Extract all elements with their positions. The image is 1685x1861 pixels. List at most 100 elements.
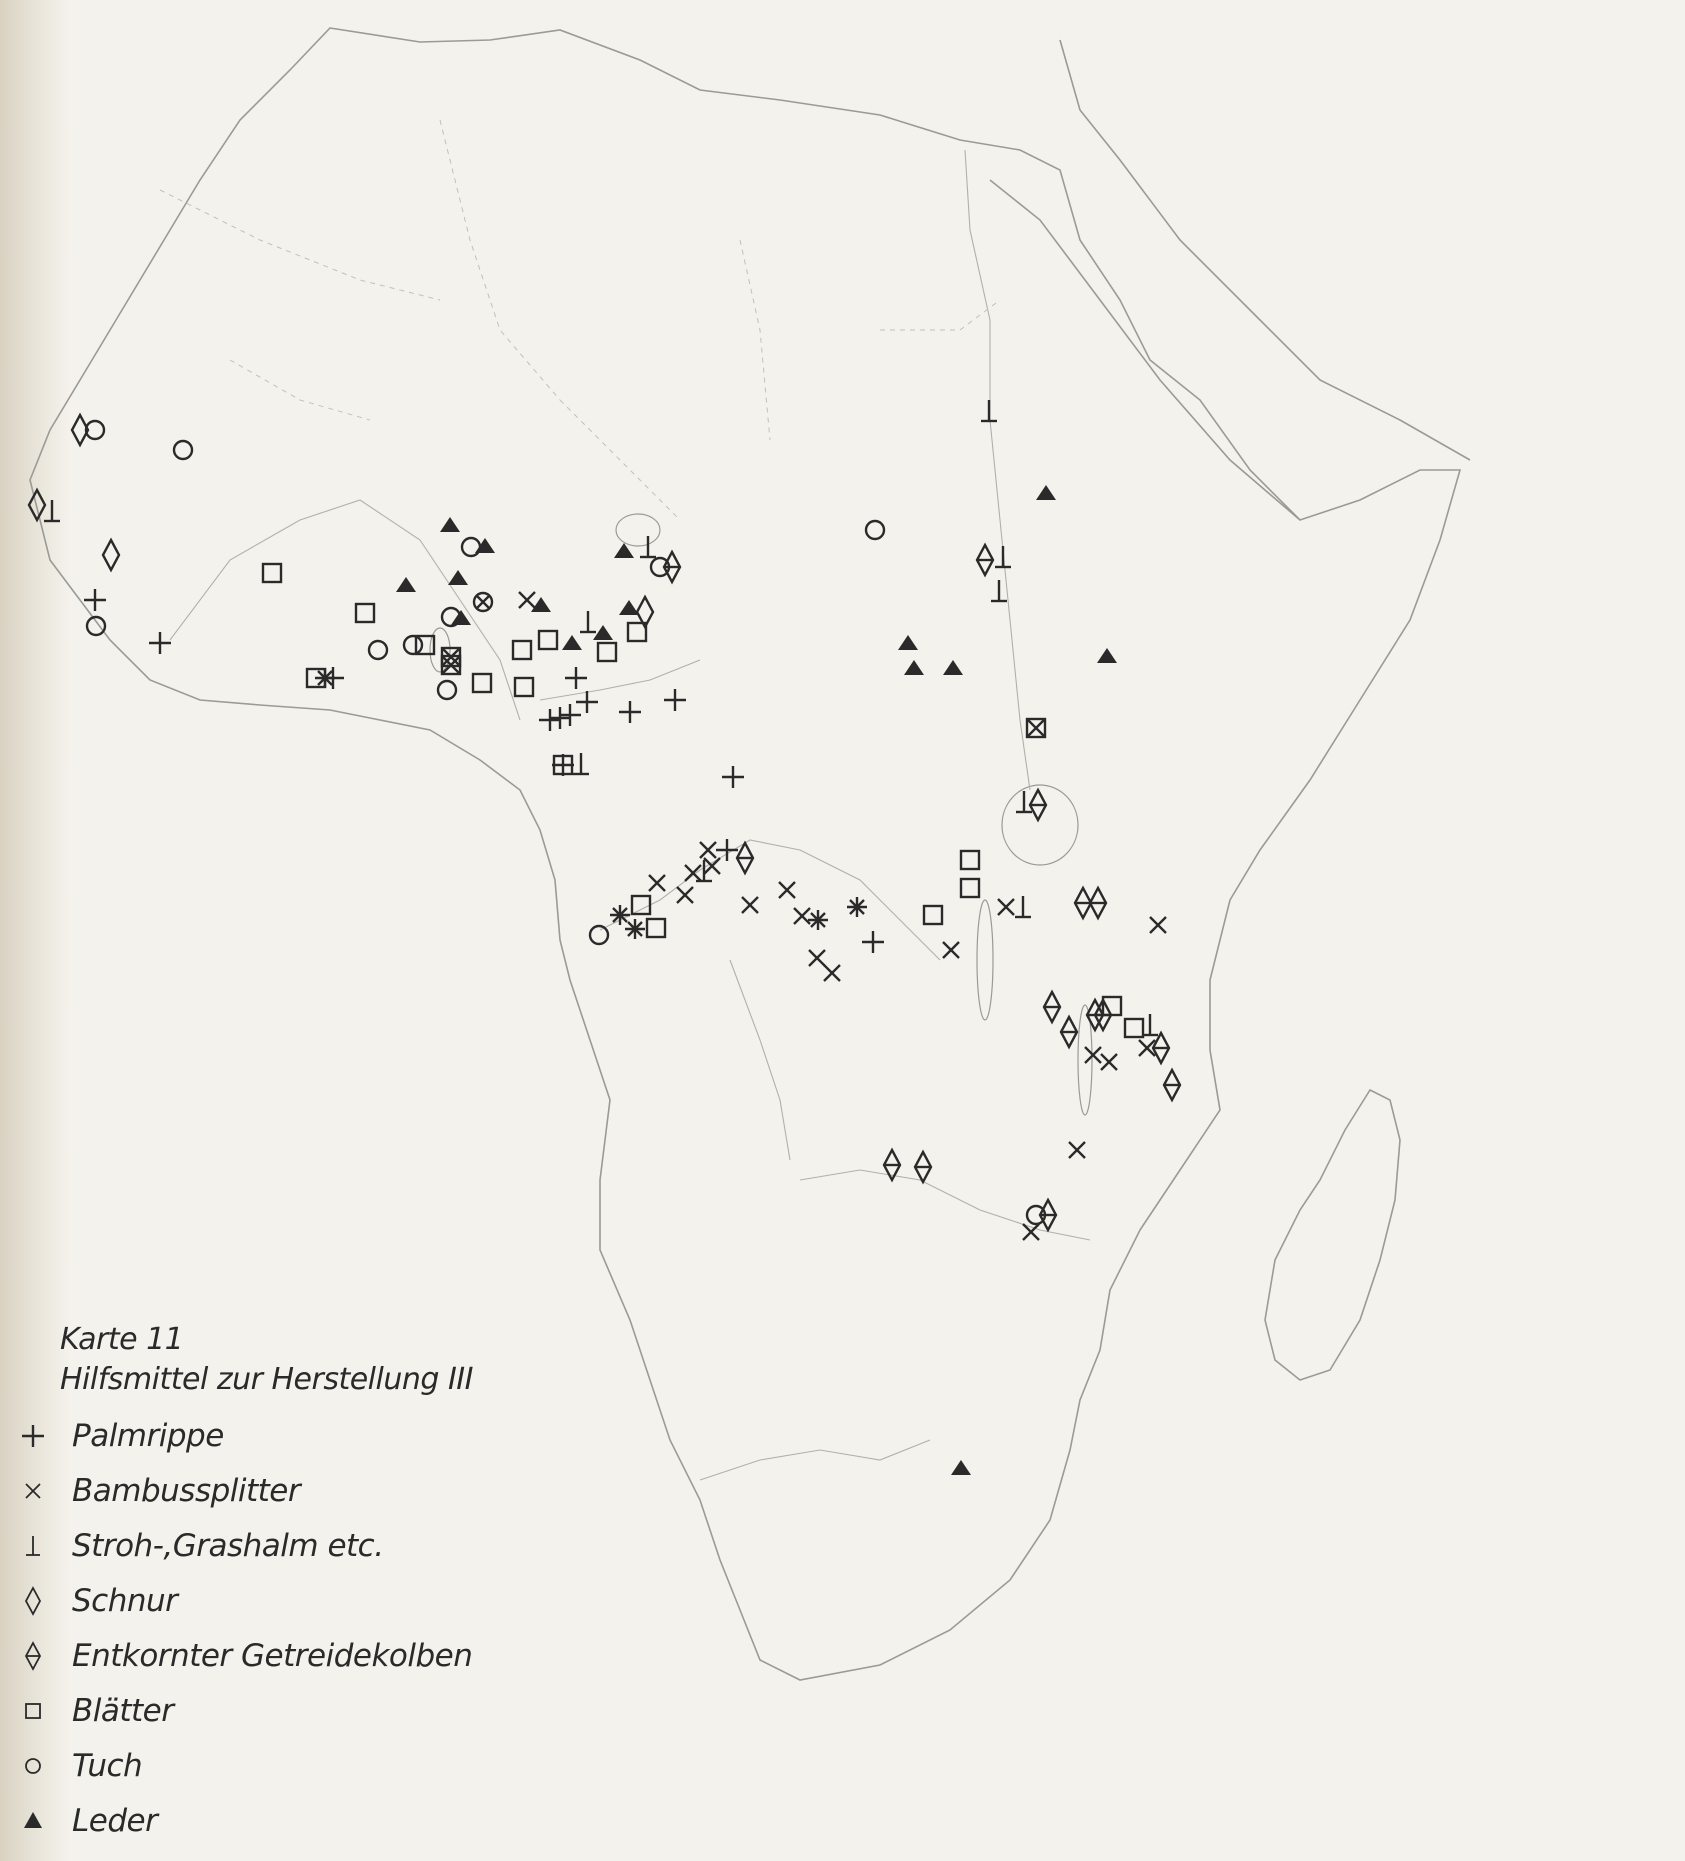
getreidekolben-marker xyxy=(735,841,755,875)
tuch-marker xyxy=(436,679,458,701)
getreidekolben-marker xyxy=(1088,886,1108,920)
star-marker xyxy=(623,917,647,941)
leder-marker xyxy=(451,610,471,625)
country-border xyxy=(880,299,1001,331)
getreidekolben-marker xyxy=(1151,1031,1171,1065)
blaetter-marker xyxy=(511,639,533,661)
leder-marker xyxy=(1036,485,1056,500)
bambus-marker xyxy=(822,963,842,983)
bambus-marker xyxy=(1099,1052,1119,1072)
legend-label: Bambussplitter xyxy=(72,1472,301,1509)
legend-label: Schnur xyxy=(72,1582,178,1619)
palmrippe-marker xyxy=(860,929,886,955)
blaetter-marker xyxy=(354,602,376,624)
country-border xyxy=(739,239,771,441)
country-border xyxy=(159,189,441,301)
country-border xyxy=(439,119,561,401)
bambus-marker xyxy=(792,906,812,926)
leder-marker xyxy=(943,660,963,675)
stroh-marker xyxy=(1013,894,1033,919)
blaetter-marker xyxy=(645,917,667,939)
legend-item-leder: Leder xyxy=(18,1793,538,1848)
blaetter-marker xyxy=(596,641,618,663)
bambus-marker xyxy=(777,880,797,900)
palmrippe-marker xyxy=(617,699,643,725)
leder-marker xyxy=(904,660,924,675)
palmrippe-marker xyxy=(720,764,746,790)
getreidekolben-marker xyxy=(1038,1198,1058,1232)
tuch-marker xyxy=(864,519,886,541)
stroh-marker xyxy=(571,751,591,776)
bambus-marker xyxy=(941,940,961,960)
bambus-marker xyxy=(675,885,695,905)
legend-item-stroh: Stroh-,Grashalm etc. xyxy=(18,1518,538,1573)
bambus-marker xyxy=(1021,1222,1041,1242)
niger-river xyxy=(169,499,521,721)
leder-marker xyxy=(448,570,468,585)
stroh-marker xyxy=(979,398,999,423)
plus-icon xyxy=(22,1424,44,1447)
leder-marker xyxy=(531,597,551,612)
leder-marker xyxy=(1097,648,1117,663)
page-edge-shadow xyxy=(0,0,70,1861)
red-sea-shore xyxy=(989,179,1301,521)
leder-marker xyxy=(440,517,460,532)
blaetter-marker xyxy=(261,562,283,584)
getreidekolben-marker xyxy=(662,550,682,584)
leder-marker xyxy=(898,635,918,650)
orange-river xyxy=(699,1439,931,1481)
palmrippe-marker xyxy=(147,630,173,656)
kasai-river xyxy=(729,959,791,1161)
getreidekolben-marker xyxy=(1162,1068,1182,1102)
star-marker xyxy=(845,895,869,919)
map-legend: Karte 11 Hilfsmittel zur Herstellung III… xyxy=(18,1320,538,1848)
tuch-marker xyxy=(172,439,194,461)
blaetter-marker xyxy=(959,849,981,871)
circle-icon xyxy=(25,1757,41,1774)
lake-malawi xyxy=(1077,1004,1093,1116)
legend-item-getreidekolben: Entkornter Getreidekolben xyxy=(18,1628,538,1683)
map-caption-number: Karte 11 xyxy=(60,1322,184,1357)
legend-item-blaetter: Blätter xyxy=(18,1683,538,1738)
diamond-icon xyxy=(24,1585,42,1616)
stroh-marker xyxy=(993,544,1013,569)
blaetter-marker xyxy=(630,894,652,916)
africa-coastline xyxy=(29,27,1462,1681)
tuch-marker xyxy=(402,634,424,656)
legend-item-schnur: Schnur xyxy=(18,1573,538,1628)
palmrippe-marker xyxy=(537,707,563,733)
getreidekolben-marker xyxy=(1059,1015,1079,1049)
palmrippe-marker xyxy=(563,665,589,691)
bambus-marker xyxy=(807,948,827,968)
blaetter-marker xyxy=(537,629,559,651)
bambus-marker xyxy=(517,590,537,610)
leder-marker xyxy=(593,625,613,640)
palmrippe-marker xyxy=(82,587,108,613)
triangle-icon xyxy=(24,1811,42,1828)
legend-label: Blätter xyxy=(72,1692,174,1729)
getreidekolben-marker xyxy=(975,543,995,577)
bambus-marker xyxy=(996,897,1016,917)
bambus-marker xyxy=(647,873,667,893)
country-border xyxy=(229,359,371,421)
tuch-marker xyxy=(588,924,610,946)
stroh-marker xyxy=(578,609,598,634)
stroh-marker xyxy=(1140,1012,1160,1037)
leder-marker xyxy=(475,538,495,553)
arabia-shore xyxy=(1059,39,1471,461)
leder-marker xyxy=(614,543,634,558)
up-tack-icon xyxy=(26,1535,40,1556)
lake-victoria xyxy=(1001,784,1079,866)
bambus-marker xyxy=(1067,1140,1087,1160)
blaetter-marker xyxy=(922,904,944,926)
schnur-marker xyxy=(101,538,121,572)
square-x-marker xyxy=(1025,717,1047,739)
palmrippe-marker xyxy=(662,687,688,713)
lake-chad xyxy=(615,513,661,547)
benue-river xyxy=(539,659,701,701)
circle-x-marker xyxy=(472,591,494,613)
palmrippe-marker xyxy=(547,705,573,731)
legend-label: Palmrippe xyxy=(72,1417,224,1454)
getreidekolben-marker xyxy=(1073,886,1093,920)
legend-label: Stroh-,Grashalm etc. xyxy=(72,1527,384,1564)
